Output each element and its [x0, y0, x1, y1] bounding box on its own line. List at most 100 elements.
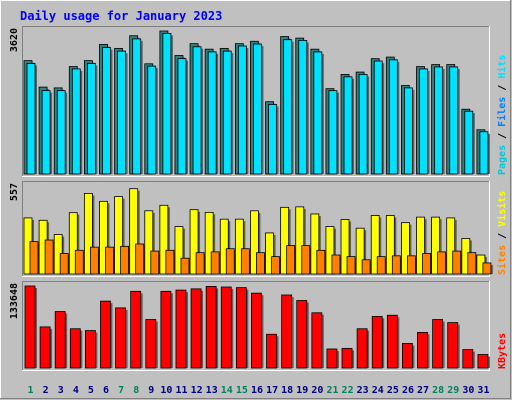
bar-files [132, 38, 142, 175]
bar-sites [407, 255, 416, 275]
bar-kbytes [145, 319, 157, 369]
bar-sites [452, 250, 462, 275]
x-tick-label: 5 [88, 385, 94, 396]
bar-files [343, 76, 353, 175]
bar-kbytes [402, 343, 413, 369]
bar-visits [416, 216, 425, 275]
bar-kbytes [130, 290, 142, 369]
bar-kbytes [371, 316, 383, 369]
x-tick-label: 17 [266, 385, 278, 396]
bar-sites [361, 259, 371, 275]
bar-visits [204, 211, 214, 275]
bar-kbytes [54, 311, 66, 369]
bar-files [177, 58, 187, 175]
panel-legend: Sites / Visits [496, 191, 508, 275]
x-tick-label: 2 [43, 385, 49, 396]
bar-sites [301, 245, 311, 275]
bar-files [313, 51, 323, 175]
bar-files [56, 90, 66, 175]
bar-files [222, 50, 232, 175]
bar-visits [325, 226, 335, 275]
bar-kbytes [205, 285, 217, 369]
panel-max-label: 133648 [9, 283, 20, 319]
bar-sites [240, 248, 250, 275]
legend-entry-files: Files [496, 97, 508, 127]
x-tick-label: 3 [58, 385, 64, 396]
bar-files [404, 87, 413, 175]
bar-files [207, 51, 217, 175]
bar-files [102, 47, 111, 175]
bar-visits [340, 219, 350, 275]
bar-kbytes [386, 314, 398, 369]
x-tick-label: 28 [432, 385, 444, 396]
panel-max-label: 3620 [9, 28, 20, 52]
bar-files [419, 68, 428, 175]
bar-files [434, 66, 444, 175]
x-tick-label: 24 [372, 385, 384, 396]
chart-panels: 3620 Pages / Files / Hits 557 Sites / Visit… [9, 26, 508, 371]
x-tick-label: 13 [206, 385, 218, 396]
bar-sites [467, 252, 477, 275]
bar-sites [376, 256, 386, 275]
bar-kbytes [220, 286, 232, 369]
bar-kbytes [447, 322, 459, 369]
x-tick-label: 7 [118, 385, 124, 396]
bar-visits [68, 212, 78, 275]
bar-files [373, 60, 383, 175]
bar-files [237, 45, 247, 175]
x-tick-label: 10 [160, 385, 172, 396]
legend-entry-visits: Visits [496, 191, 508, 227]
bar-kbytes [356, 328, 368, 369]
legend-separator: / [497, 227, 508, 245]
x-tick-label: 12 [191, 385, 203, 396]
bar-sites [210, 251, 220, 275]
bar-sites [180, 257, 190, 275]
bar-files [464, 110, 474, 175]
legend-separator: / [497, 79, 508, 97]
bar-files [71, 68, 81, 175]
x-tick-label: 16 [251, 385, 263, 396]
x-tick-label: 14 [221, 385, 233, 396]
bar-visits [83, 193, 93, 275]
bar-files [298, 40, 308, 175]
bar-files [283, 39, 293, 175]
bar-files [26, 62, 36, 175]
bar-kbytes [175, 289, 187, 369]
bar-files [358, 74, 368, 175]
x-tick-label: 1 [28, 385, 34, 396]
x-tick-label: 6 [103, 385, 109, 396]
x-tick-label: 23 [357, 385, 369, 396]
bar-sites [44, 239, 54, 275]
x-tick-label: 11 [175, 385, 187, 396]
x-tick-label: 30 [462, 385, 474, 396]
bar-sites [331, 254, 341, 275]
x-tick-label: 29 [447, 385, 459, 396]
bar-kbytes [100, 300, 111, 369]
bar-visits [265, 232, 274, 275]
bar-sites [316, 249, 326, 275]
bar-visits [355, 227, 365, 275]
bar-kbytes [281, 294, 293, 369]
bar-sites [391, 255, 401, 275]
x-tick-label: 25 [387, 385, 399, 396]
bar-sites [165, 249, 175, 275]
bar-kbytes [190, 288, 202, 369]
bar-visits [431, 216, 441, 275]
bar-visits [446, 217, 456, 275]
bar-kbytes [24, 285, 36, 369]
bar-files [192, 46, 202, 175]
bar-visits [370, 215, 380, 275]
x-tick-label: 20 [311, 385, 323, 396]
bar-sites [74, 249, 84, 275]
bar-visits [189, 209, 199, 275]
bar-files [147, 65, 157, 175]
bar-kbytes [417, 332, 428, 369]
bar-visits [295, 206, 305, 275]
x-tick-label: 22 [342, 385, 354, 396]
bar-sites [346, 256, 356, 275]
bar-sites [482, 262, 492, 275]
x-tick-label: 19 [296, 385, 308, 396]
bar-sites [150, 250, 160, 275]
